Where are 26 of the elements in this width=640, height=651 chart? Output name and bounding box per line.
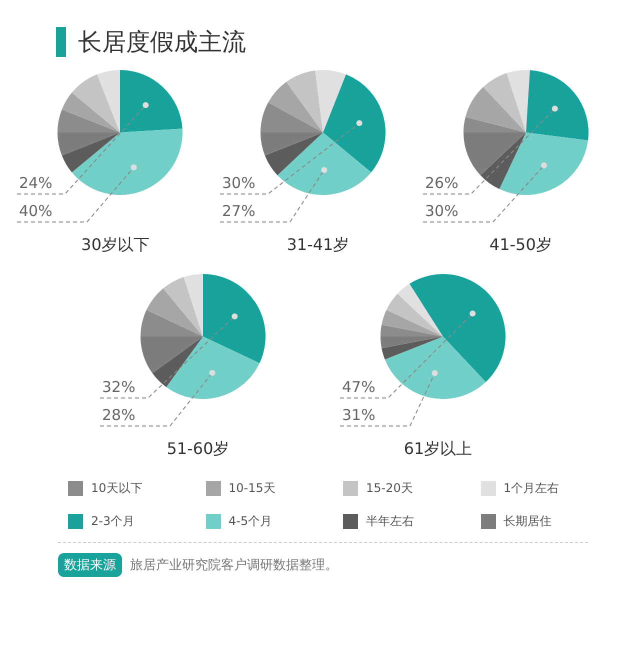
text: 数据来源 xyxy=(58,553,122,577)
data-label: 27% xyxy=(222,202,256,220)
text: 61岁以上 xyxy=(402,439,474,460)
legend-label: 4-5个月 xyxy=(228,513,272,530)
data-label: 26% xyxy=(424,174,458,192)
data-label: 47% xyxy=(342,378,376,396)
legend-label: 半年左右 xyxy=(366,513,414,530)
legend-label: 15-20天 xyxy=(366,480,413,497)
legend-label: 1个月左右 xyxy=(504,480,560,497)
data-label: 31% xyxy=(342,406,376,424)
legend-label: 10-15天 xyxy=(228,480,276,497)
text: 31-41岁 xyxy=(286,235,350,256)
data-label: 32% xyxy=(102,378,136,396)
chart-title: 长居度假成主流 xyxy=(78,27,246,58)
text: 旅居产业研究院客户调研数据整理。 xyxy=(130,557,338,574)
data-label: 28% xyxy=(102,406,136,424)
text: 41-50岁 xyxy=(488,235,553,256)
legend-label: 2-3个月 xyxy=(91,513,135,530)
text: 51-60岁 xyxy=(166,439,230,460)
legend-label: 长期居住 xyxy=(504,513,552,530)
text: 30岁以下 xyxy=(80,235,150,256)
data-label: 30% xyxy=(424,202,458,220)
data-label: 40% xyxy=(19,202,53,220)
data-label: 24% xyxy=(19,174,53,192)
data-label: 30% xyxy=(222,174,256,192)
legend-label: 10天以下 xyxy=(91,480,142,497)
